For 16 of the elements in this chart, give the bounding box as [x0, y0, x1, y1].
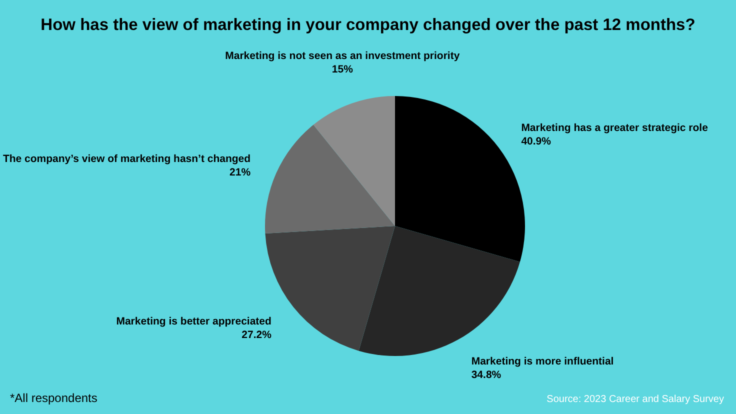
slice-label: Marketing is not seen as an investment priority: [225, 50, 460, 62]
slice-label: Marketing is more influential: [471, 355, 614, 368]
slice-label: Marketing has a greater strategic role: [521, 122, 708, 134]
data-label: 15%: [332, 64, 354, 76]
source-note: Source: 2023 Career and Salary Survey: [546, 394, 724, 405]
data-label: 40.9%: [521, 136, 552, 148]
data-label: 34.8%: [471, 368, 502, 381]
chart-title: How has the view of marketing in your company changed over the past 12 months?: [40, 16, 696, 34]
slice-label: Marketing is better appreciated: [116, 315, 272, 328]
slice-label: The company’s view of marketing hasn’t changed: [2, 152, 251, 165]
text: *All respondents: [10, 391, 98, 405]
data-label: 21%: [230, 166, 252, 179]
pie-slice: [358, 226, 520, 356]
data-label: 27.2%: [242, 329, 272, 342]
pie-slice: [313, 96, 395, 226]
pie-slice: [265, 124, 395, 234]
